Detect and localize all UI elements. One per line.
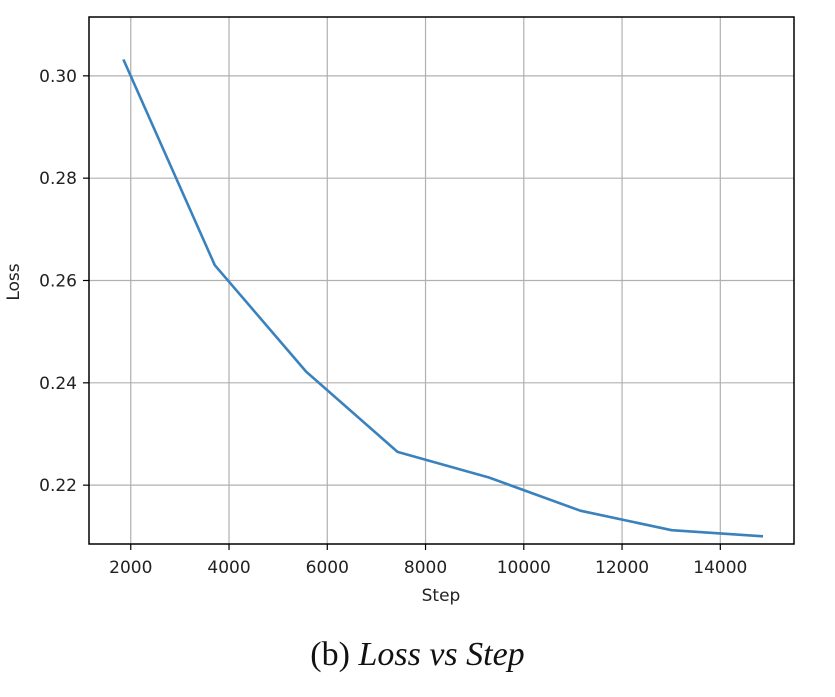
loss-chart: 2000 4000 6000 8000 10000 12000 14000 0.22 0.24 0…	[4, 16, 795, 606]
x-tick-label: 14000	[693, 558, 747, 578]
x-tick-label: 12000	[595, 558, 649, 578]
figure-caption: (b) Loss vs Step	[0, 636, 835, 674]
y-tick-label: 0.24	[39, 374, 77, 394]
x-tick-label: 10000	[497, 558, 551, 578]
loss-line	[122, 58, 764, 538]
caption-prefix: (b)	[310, 636, 350, 673]
caption-title: Loss vs Step	[358, 636, 525, 673]
y-tick-label: 0.26	[39, 272, 77, 292]
series-group	[122, 58, 764, 538]
x-tick-label: 6000	[306, 558, 349, 578]
axis-ticks: 2000 4000 6000 8000 10000 12000 14000 0.22 0.24 0…	[39, 67, 747, 578]
y-axis-label: Loss	[4, 263, 24, 300]
x-tick-label: 4000	[207, 558, 250, 578]
y-tick-label: 0.30	[39, 67, 77, 87]
y-tick-label: 0.28	[39, 169, 77, 189]
grid	[89, 17, 794, 544]
x-tick-label: 8000	[404, 558, 447, 578]
y-tick-label: 0.22	[39, 476, 77, 496]
x-tick-label: 2000	[109, 558, 152, 578]
x-axis-label: Step	[422, 586, 461, 606]
